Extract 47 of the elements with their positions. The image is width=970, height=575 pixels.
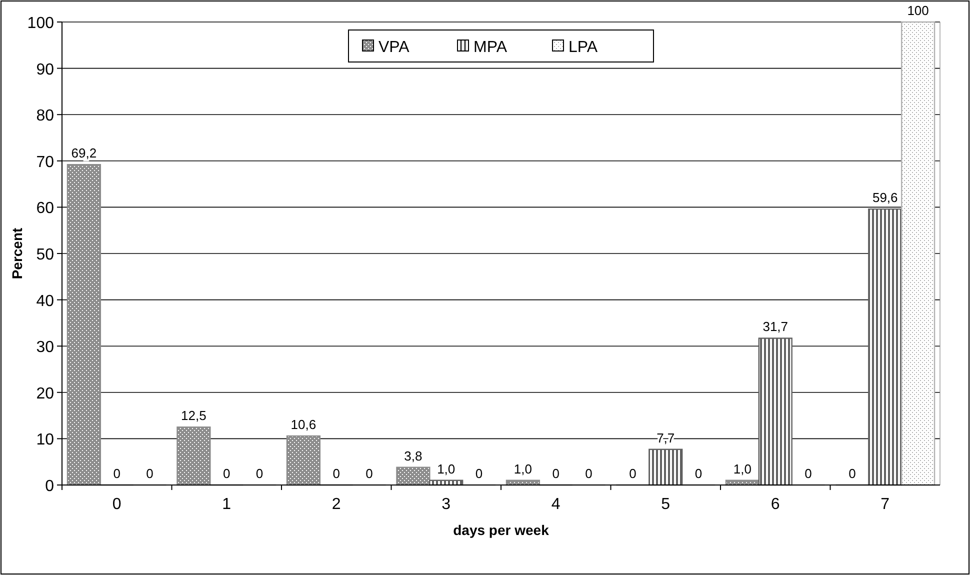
y-tick-label: 60 (36, 200, 54, 218)
x-tick-label: 1 (222, 496, 232, 513)
y-tick-label: 20 (36, 385, 54, 402)
data-label: 0 (848, 466, 856, 481)
data-label: 12,5 (181, 408, 206, 424)
data-label: 1,0 (437, 461, 456, 476)
x-tick-label: 2 (332, 496, 341, 513)
y-tick-label: 10 (36, 432, 54, 449)
x-tick-label: 6 (770, 496, 780, 513)
data-label: 1,0 (733, 461, 752, 476)
x-tick-label: 3 (442, 496, 451, 513)
data-label: 0 (804, 466, 812, 481)
data-label: 0 (366, 466, 373, 481)
x-tick-label: 4 (551, 496, 560, 513)
y-tick-label: 80 (36, 108, 54, 125)
data-label: 0 (332, 466, 340, 481)
data-label: 0 (552, 466, 560, 481)
data-label: 0 (629, 466, 636, 481)
data-label: 100 (907, 3, 929, 18)
data-label: 0 (256, 466, 264, 481)
data-label: 0 (223, 466, 230, 481)
x-tick-label: 5 (661, 496, 670, 513)
legend-label: LPA (568, 39, 598, 56)
legend-label: VPA (378, 39, 410, 56)
data-label: 10,6 (290, 416, 316, 432)
data-label: 0 (113, 466, 120, 481)
data-label: 0 (585, 466, 592, 481)
data-label: 69,2 (71, 146, 97, 161)
y-tick-label: 40 (36, 292, 54, 310)
x-tick-label: 7 (880, 496, 890, 513)
legend-label: MPA (474, 39, 508, 56)
data-label: 59,6 (872, 190, 898, 206)
y-axis-title: Percent (9, 227, 25, 280)
x-tick-label: 0 (112, 496, 122, 513)
data-label: 0 (475, 466, 483, 481)
y-tick-label: 30 (36, 339, 54, 356)
data-label: 0 (694, 466, 702, 481)
x-axis-title: days per week (453, 522, 550, 538)
data-label: 1,0 (514, 461, 532, 476)
data-label: 3,8 (404, 448, 422, 464)
data-label: 0 (146, 466, 154, 481)
y-tick-label: 90 (36, 61, 54, 78)
data-label: 31,7 (762, 319, 788, 334)
y-tick-label: 70 (36, 154, 54, 171)
y-tick-label: 0 (45, 478, 54, 495)
y-tick-label: 100 (27, 15, 54, 32)
y-tick-label: 50 (36, 246, 54, 264)
